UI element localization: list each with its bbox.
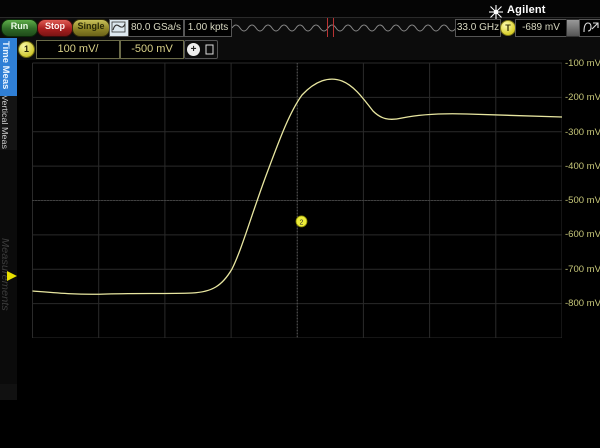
svg-text:2: 2 (300, 219, 304, 226)
